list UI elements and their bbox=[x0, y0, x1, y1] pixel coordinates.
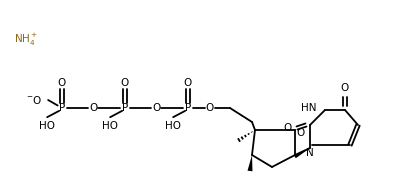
Polygon shape bbox=[247, 155, 253, 171]
Text: HN: HN bbox=[301, 103, 317, 113]
Text: O: O bbox=[152, 103, 161, 113]
Text: O: O bbox=[206, 103, 214, 113]
Text: NH$_4^+$: NH$_4^+$ bbox=[14, 32, 38, 48]
Text: N: N bbox=[306, 148, 314, 158]
Text: O: O bbox=[341, 83, 349, 93]
Text: O: O bbox=[121, 78, 129, 88]
Text: O: O bbox=[89, 103, 98, 113]
Text: O: O bbox=[297, 128, 305, 138]
Text: O: O bbox=[58, 78, 66, 88]
Text: P: P bbox=[185, 103, 191, 113]
Text: P: P bbox=[122, 103, 128, 113]
Text: $^{-}$O: $^{-}$O bbox=[26, 94, 42, 106]
Polygon shape bbox=[294, 148, 310, 158]
Text: HO: HO bbox=[39, 121, 55, 131]
Text: HO: HO bbox=[165, 121, 181, 131]
Text: O: O bbox=[184, 78, 192, 88]
Text: P: P bbox=[59, 103, 65, 113]
Text: HO: HO bbox=[102, 121, 118, 131]
Text: O: O bbox=[284, 123, 292, 133]
